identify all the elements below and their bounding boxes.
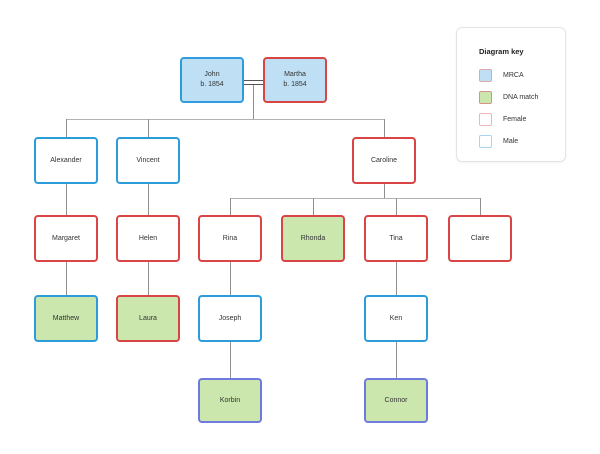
- person-name: Vincent: [136, 156, 160, 164]
- person-name: Martha: [284, 71, 306, 79]
- legend-item-dna-match: DNA match: [479, 91, 565, 104]
- connector-drop-rhonda: [313, 198, 314, 215]
- person-name: Rhonda: [300, 234, 326, 242]
- connector-rina-joseph: [230, 262, 231, 295]
- marriage-connector: [244, 80, 263, 85]
- person-name: Claire: [470, 234, 490, 242]
- person-name: Rina: [222, 234, 238, 242]
- legend-label: DNA match: [503, 94, 539, 101]
- person-name: Alexander: [50, 156, 82, 164]
- person-name: Ken: [389, 314, 403, 322]
- connector-vincent-helen: [148, 184, 149, 215]
- connector-drop-caroline: [384, 119, 385, 137]
- person-node-rina[interactable]: Rina: [198, 215, 262, 262]
- diagram-key-title: Diagram key: [479, 47, 524, 56]
- person-node-caroline[interactable]: Caroline: [352, 137, 416, 184]
- connector-couple-riser: [253, 85, 254, 119]
- connector-drop-rina: [230, 198, 231, 215]
- person-name: John: [204, 71, 220, 79]
- person-name: Matthew: [52, 314, 80, 322]
- person-node-joseph[interactable]: Joseph: [198, 295, 262, 342]
- connector-drop-alexander: [66, 119, 67, 137]
- person-node-korbin[interactable]: Korbin: [198, 378, 262, 423]
- person-node-alexander[interactable]: Alexander: [34, 137, 98, 184]
- person-name: Joseph: [218, 314, 242, 322]
- mrca-swatch-icon: [479, 69, 492, 82]
- person-birth: b. 1854: [200, 81, 224, 88]
- connector-tina-ken: [396, 262, 397, 295]
- connector-alexander-margaret: [66, 184, 67, 215]
- connector-drop-vincent: [148, 119, 149, 137]
- legend-label: Male: [503, 138, 519, 145]
- person-node-martha[interactable]: Martha b. 1854: [263, 57, 327, 103]
- connector-joseph-korbin: [230, 342, 231, 378]
- legend-item-female: Female: [479, 113, 565, 126]
- legend-item-mrca: MRCA: [479, 69, 565, 82]
- person-node-matthew[interactable]: Matthew: [34, 295, 98, 342]
- person-name: Connor: [384, 396, 408, 404]
- person-name: Korbin: [219, 396, 241, 404]
- person-name: Margaret: [51, 234, 80, 242]
- connector-margaret-matthew: [66, 262, 67, 295]
- connector-caroline-riser: [384, 184, 385, 198]
- connector-helen-laura: [148, 262, 149, 295]
- connector-drop-tina: [396, 198, 397, 215]
- person-node-vincent[interactable]: Vincent: [116, 137, 180, 184]
- dna-match-swatch-icon: [479, 91, 492, 104]
- female-swatch-icon: [479, 113, 492, 126]
- connector-drop-claire: [480, 198, 481, 215]
- person-name: Laura: [139, 314, 157, 322]
- connector-generation3-bus: [230, 198, 481, 199]
- diagram-key-panel: Diagram key MRCA DNA match Female Male: [456, 27, 566, 162]
- person-node-john[interactable]: John b. 1854: [180, 57, 244, 103]
- person-node-connor[interactable]: Connor: [364, 378, 428, 423]
- person-node-laura[interactable]: Laura: [116, 295, 180, 342]
- person-birth: b. 1854: [283, 81, 307, 88]
- legend-label: Female: [503, 116, 527, 123]
- person-name: Caroline: [370, 156, 398, 164]
- legend-label: MRCA: [503, 72, 524, 79]
- person-node-ken[interactable]: Ken: [364, 295, 428, 342]
- connector-generation2-bus: [66, 119, 384, 120]
- person-node-helen[interactable]: Helen: [116, 215, 180, 262]
- legend-item-male: Male: [479, 135, 565, 148]
- person-node-tina[interactable]: Tina: [364, 215, 428, 262]
- person-node-margaret[interactable]: Margaret: [34, 215, 98, 262]
- person-node-rhonda[interactable]: Rhonda: [281, 215, 345, 262]
- person-node-claire[interactable]: Claire: [448, 215, 512, 262]
- male-swatch-icon: [479, 135, 492, 148]
- person-name: Helen: [138, 234, 158, 242]
- person-name: Tina: [389, 234, 403, 242]
- connector-ken-connor: [396, 342, 397, 378]
